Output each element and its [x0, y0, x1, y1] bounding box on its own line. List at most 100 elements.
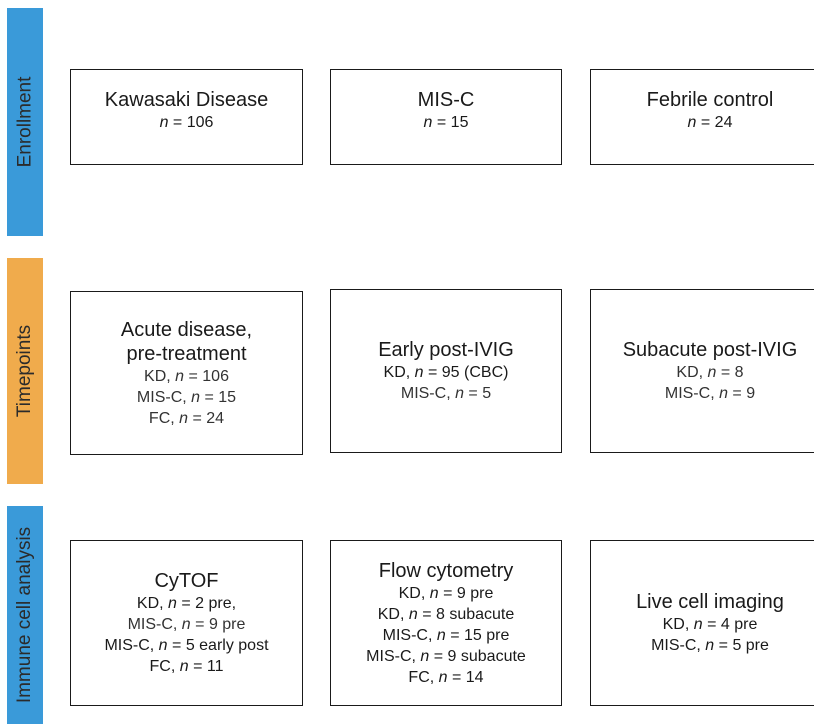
acute-fc-value: = 24	[188, 409, 225, 427]
early-misc-label: MIS-C,	[400, 385, 456, 402]
cytof-misc-pre-label: MIS-C,	[127, 616, 182, 633]
early-misc: MIS-C, n = 5	[401, 383, 491, 404]
n-symbol: n	[179, 658, 189, 675]
acute-misc: MIS-C, n = 15	[137, 387, 236, 408]
kawasaki-n: n = 106	[159, 113, 214, 131]
enrollment-band: Enrollment	[7, 8, 43, 236]
flow-kd-subacute-label: KD,	[377, 605, 409, 623]
early-misc-value: = 5	[463, 385, 492, 402]
febrile-n: n = 24	[687, 113, 733, 131]
acute-kd-value: = 106	[184, 367, 229, 385]
cytof-misc-pre-value: = 9 pre	[190, 616, 246, 633]
cytof-kd: KD, n = 2 pre,	[137, 593, 236, 614]
n-symbol: n	[175, 367, 185, 385]
cytof-box: CyTOF KD, n = 2 pre, MIS-C, n = 9 pre MI…	[70, 540, 303, 706]
n-symbol: n	[159, 113, 169, 131]
febrile-title: Febrile control	[646, 88, 774, 111]
subacute-misc-value: = 9	[727, 385, 756, 402]
cytof-misc-early: MIS-C, n = 5 early post	[104, 635, 268, 656]
flow-kd-pre-label: KD,	[398, 584, 430, 602]
kawasaki-title: Kawasaki Disease	[104, 88, 269, 111]
mis-c-title: MIS-C	[417, 88, 475, 111]
n-symbol: n	[436, 626, 446, 644]
live-cell-imaging-box: Live cell imaging KD, n = 4 pre MIS-C, n…	[590, 540, 814, 706]
cytof-fc-label: FC,	[149, 658, 180, 675]
cytof-misc-early-label: MIS-C,	[104, 637, 159, 654]
flow-title: Flow cytometry	[378, 559, 514, 582]
cytof-fc-value: = 11	[188, 658, 224, 675]
subacute-title: Subacute post-IVIG	[622, 339, 798, 361]
live-kd: KD, n = 4 pre	[663, 614, 758, 635]
cytof-misc-pre: MIS-C, n = 9 pre	[128, 614, 246, 635]
flow-misc-pre-value: = 15 pre	[445, 626, 510, 644]
flow-misc-pre: MIS-C, n = 15 pre	[383, 625, 510, 646]
n-symbol: n	[687, 113, 697, 131]
n-symbol: n	[707, 364, 717, 381]
kawasaki-n-value: 106	[186, 113, 214, 131]
n-symbol: n	[429, 584, 439, 602]
febrile-control-box: Febrile control n = 24	[590, 69, 814, 165]
flow-kd-subacute: KD, n = 8 subacute	[378, 604, 515, 625]
early-kd: KD, n = 95 (CBC)	[384, 362, 509, 383]
acute-fc-label: FC,	[148, 409, 180, 427]
febrile-n-value: 24	[714, 113, 733, 131]
flow-fc-value: = 14	[447, 668, 484, 686]
live-misc-label: MIS-C,	[651, 637, 706, 654]
mis-c-n: n = 15	[423, 113, 469, 131]
n-symbol: n	[158, 637, 168, 654]
mis-c-n-value: 15	[450, 113, 469, 131]
cytof-kd-value: = 2 pre,	[176, 595, 237, 612]
mis-c-box: MIS-C n = 15	[330, 69, 562, 165]
subacute-kd-value: = 8	[716, 364, 744, 381]
immune-band-label: Immune cell analysis	[14, 526, 35, 704]
subacute-kd-label: KD,	[676, 364, 708, 381]
n-symbol: n	[438, 668, 448, 686]
acute-misc-value: = 15	[200, 388, 237, 406]
live-misc: MIS-C, n = 5 pre	[651, 635, 769, 656]
flow-misc-pre-label: MIS-C,	[382, 626, 437, 644]
n-symbol: n	[414, 364, 424, 381]
subacute-misc-label: MIS-C,	[664, 385, 720, 402]
flow-fc-label: FC,	[408, 668, 439, 686]
flow-misc-subacute-label: MIS-C,	[366, 647, 421, 665]
cytof-kd-label: KD,	[136, 595, 169, 612]
flow-fc: FC, n = 14	[408, 667, 483, 688]
flow-cytometry-box: Flow cytometry KD, n = 9 pre KD, n = 8 s…	[330, 540, 562, 706]
timepoints-band: Timepoints	[7, 258, 43, 484]
flow-misc-subacute-value: = 9 subacute	[429, 647, 526, 665]
n-symbol: n	[455, 385, 464, 402]
acute-misc-label: MIS-C,	[136, 388, 192, 406]
cytof-misc-early-value: = 5 early post	[167, 637, 269, 654]
subacute-post-ivig-box: Subacute post-IVIG KD, n = 8 MIS-C, n = …	[590, 289, 814, 453]
flow-kd-subacute-value: = 8 subacute	[417, 605, 515, 623]
live-kd-value: = 4 pre	[702, 616, 758, 633]
n-symbol: n	[408, 605, 418, 623]
acute-kd: KD, n = 106	[144, 366, 229, 387]
early-title: Early post-IVIG	[378, 339, 514, 361]
n-symbol: n	[423, 113, 433, 131]
timepoints-band-label: Timepoints	[14, 324, 35, 418]
n-symbol: n	[168, 595, 177, 612]
n-symbol: n	[420, 647, 430, 665]
n-symbol: n	[693, 616, 703, 633]
kawasaki-disease-box: Kawasaki Disease n = 106	[70, 69, 303, 165]
flow-kd-pre-value: = 9 pre	[438, 584, 494, 602]
acute-title-1: Acute disease,	[120, 318, 253, 341]
n-symbol: n	[719, 385, 728, 402]
live-kd-label: KD,	[662, 616, 694, 633]
early-kd-value: = 95 (CBC)	[423, 364, 509, 381]
live-title: Live cell imaging	[636, 591, 784, 613]
enrollment-band-label: Enrollment	[14, 76, 36, 168]
early-kd-label: KD,	[383, 364, 415, 381]
subacute-misc: MIS-C, n = 9	[665, 383, 755, 404]
acute-disease-box: Acute disease, pre-treatment KD, n = 106…	[70, 291, 303, 455]
n-symbol: n	[705, 637, 715, 654]
cytof-fc: FC, n = 11	[150, 656, 224, 677]
flow-kd-pre: KD, n = 9 pre	[399, 583, 494, 604]
immune-cell-analysis-band: Immune cell analysis	[7, 506, 43, 724]
cytof-title: CyTOF	[154, 570, 219, 592]
acute-title-2: pre-treatment	[126, 342, 247, 365]
flow-misc-subacute: MIS-C, n = 9 subacute	[366, 646, 526, 667]
acute-kd-label: KD,	[144, 367, 176, 385]
subacute-kd: KD, n = 8	[676, 362, 743, 383]
